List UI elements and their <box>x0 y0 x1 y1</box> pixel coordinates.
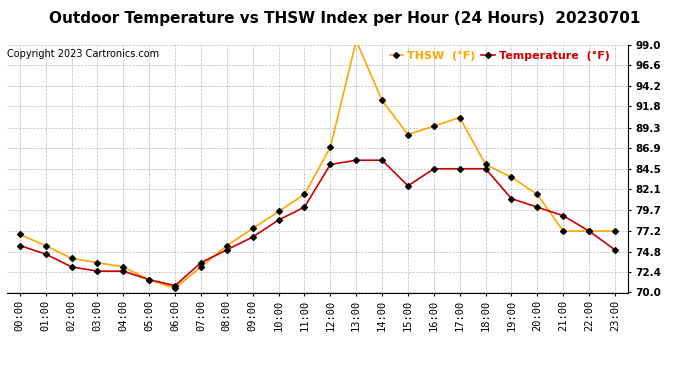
Legend: THSW  (°F), Temperature  (°F): THSW (°F), Temperature (°F) <box>390 51 610 61</box>
Text: Outdoor Temperature vs THSW Index per Hour (24 Hours)  20230701: Outdoor Temperature vs THSW Index per Ho… <box>49 11 641 26</box>
Text: Copyright 2023 Cartronics.com: Copyright 2023 Cartronics.com <box>7 49 159 59</box>
